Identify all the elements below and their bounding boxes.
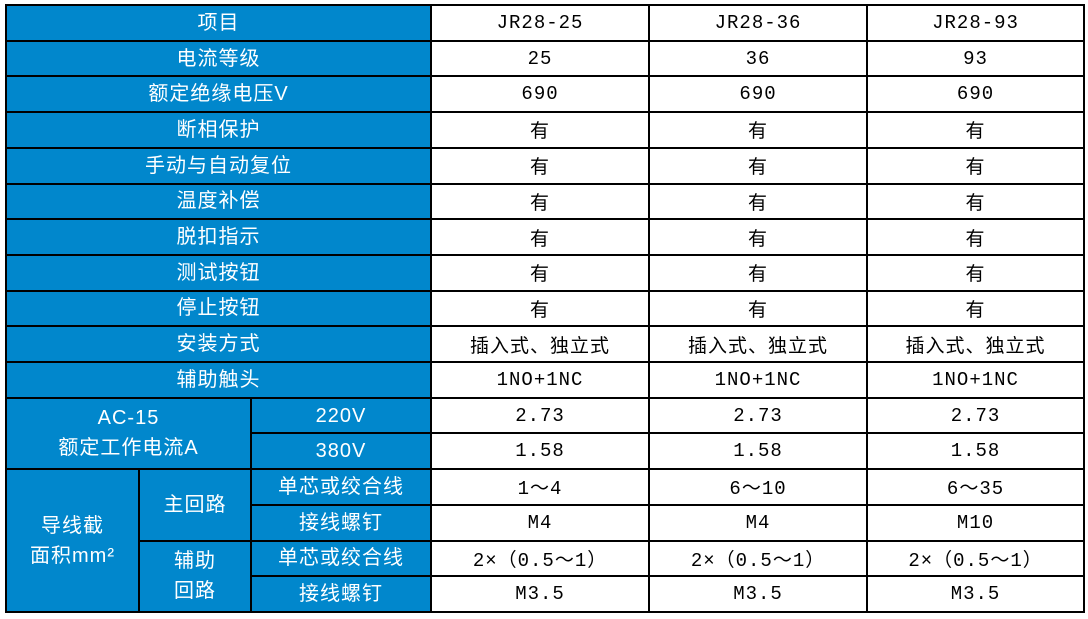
value-cell: 插入式、独立式	[866, 325, 1086, 364]
value-cell: 有	[866, 182, 1086, 221]
wire-label-line1: 导线截	[41, 514, 104, 537]
ac15-label-line2: 额定工作电流A	[58, 437, 199, 460]
value-cell: 有	[430, 111, 651, 149]
value-cell: M3.5	[648, 575, 869, 613]
value-cell: 690	[648, 75, 869, 114]
value-cell: 1NO+1NC	[648, 361, 869, 399]
value-cell: 2.73	[866, 396, 1086, 435]
value-cell: 2×（0.5～1）	[430, 539, 651, 578]
value-cell: 36	[648, 39, 869, 78]
aux-circuit-label-cell: 辅助 回路	[138, 539, 252, 614]
spec-row: 断相保护 有 有 有	[4, 111, 1086, 149]
value-cell: 有	[648, 111, 869, 149]
value-cell: M4	[648, 503, 869, 542]
row-label-cell: 温度补偿	[4, 182, 433, 221]
row-label-cell: 停止按钮	[4, 289, 433, 328]
value-cell: 有	[430, 289, 651, 328]
item-header-cell: 项目	[4, 4, 433, 42]
row-label-cell: 电流等级	[4, 39, 433, 78]
value-cell: 2.73	[648, 396, 869, 435]
row-label-cell: 辅助触头	[4, 361, 433, 399]
wire-label-line2: 面积mm²	[30, 544, 115, 567]
aux-circuit-line1: 辅助	[174, 550, 216, 573]
value-cell: 25	[430, 39, 651, 78]
aux-circuit-line2: 回路	[174, 580, 216, 603]
value-cell: 1NO+1NC	[430, 361, 651, 399]
value-cell: 有	[866, 289, 1086, 328]
value-cell: 有	[866, 253, 1086, 292]
value-cell: 有	[648, 289, 869, 328]
row-label-cell: 断相保护	[4, 111, 433, 149]
value-cell: 有	[866, 218, 1086, 256]
model-header-cell: JR28-36	[648, 4, 869, 42]
wire-row: 接线螺钉 M4 M4 M10	[6, 503, 1086, 542]
spec-row: 测试按钮 有 有 有	[4, 253, 1086, 292]
wire-kind-label-cell: 单芯或绞合线	[249, 468, 433, 506]
value-cell: 1～4	[430, 468, 651, 506]
main-circuit-label-cell: 主回路	[138, 468, 252, 542]
ac15-group-label-cell: AC-15 额定工作电流A	[5, 396, 252, 471]
spec-row: 额定绝缘电压V 690 690 690	[4, 75, 1086, 114]
value-cell: 2×（0.5～1）	[866, 539, 1086, 578]
wire-row: 辅助 回路 单芯或绞合线 2×（0.5～1） 2×（0.5～1） 2×（0.5～…	[6, 539, 1086, 614]
value-cell: 93	[866, 39, 1086, 78]
spec-row: 电流等级 25 36 93	[4, 39, 1086, 78]
value-cell: 有	[430, 253, 651, 292]
value-cell: 有	[648, 253, 869, 292]
row-label-cell: 安装方式	[4, 325, 433, 364]
value-cell: 有	[648, 182, 869, 221]
spec-row: 脱扣指示 有 有 有	[4, 218, 1086, 256]
value-cell: 6～35	[866, 468, 1086, 506]
value-cell: 有	[866, 111, 1086, 149]
value-cell: 有	[648, 146, 869, 185]
value-cell: 有	[430, 182, 651, 221]
value-cell: M10	[866, 503, 1086, 542]
voltage-label-cell: 380V	[249, 432, 433, 471]
value-cell: 690	[430, 75, 651, 114]
wire-kind-label-cell: 接线螺钉	[249, 575, 433, 613]
row-label-cell: 脱扣指示	[4, 218, 433, 256]
value-cell: M3.5	[866, 575, 1086, 613]
ac15-row: AC-15 额定工作电流A 220V 2.73 2.73 2.73	[5, 396, 1086, 471]
value-cell: 有	[430, 218, 651, 256]
header-row: 项目 JR28-25 JR28-36 JR28-93	[4, 4, 1086, 42]
value-cell: 6～10	[648, 468, 869, 506]
wire-kind-label-cell: 单芯或绞合线	[249, 539, 433, 578]
value-cell: 有	[430, 146, 651, 185]
value-cell: 有	[866, 146, 1086, 185]
wire-row: 接线螺钉 M3.5 M3.5 M3.5	[6, 575, 1086, 613]
value-cell: 有	[648, 218, 869, 256]
value-cell: 1.58	[866, 432, 1086, 471]
spec-row: 停止按钮 有 有 有	[4, 289, 1086, 328]
spec-row: 安装方式 插入式、独立式 插入式、独立式 插入式、独立式	[4, 325, 1086, 364]
spec-row: 辅助触头 1NO+1NC 1NO+1NC 1NO+1NC	[4, 361, 1086, 399]
value-cell: M4	[430, 503, 651, 542]
value-cell: M3.5	[430, 575, 651, 613]
value-cell: 1.58	[648, 432, 869, 471]
wire-row: 导线截 面积mm² 主回路 单芯或绞合线 1～4 6～10 6～35	[5, 468, 1086, 613]
spec-table: 项目 JR28-25 JR28-36 JR28-93 电流等级 25 36 93…	[4, 4, 1086, 614]
voltage-label-cell: 220V	[249, 396, 433, 435]
value-cell: 2×（0.5～1）	[648, 539, 869, 578]
spec-row: 手动与自动复位 有 有 有	[4, 146, 1086, 185]
row-label-cell: 测试按钮	[4, 253, 433, 292]
ac15-label-line1: AC-15	[97, 407, 160, 430]
value-cell: 插入式、独立式	[430, 325, 651, 364]
model-header-cell: JR28-93	[866, 4, 1086, 42]
wire-kind-label-cell: 接线螺钉	[249, 503, 433, 542]
row-label-cell: 手动与自动复位	[4, 146, 433, 185]
value-cell: 1NO+1NC	[866, 361, 1086, 399]
ac15-row: 380V 1.58 1.58 1.58	[6, 432, 1086, 471]
value-cell: 1.58	[430, 432, 651, 471]
row-label-cell: 额定绝缘电压V	[4, 75, 433, 114]
spec-row: 温度补偿 有 有 有	[4, 182, 1086, 221]
value-cell: 690	[866, 75, 1086, 114]
value-cell: 2.73	[430, 396, 651, 435]
model-header-cell: JR28-25	[430, 4, 651, 42]
wire-section-label-cell: 导线截 面积mm²	[5, 468, 140, 613]
value-cell: 插入式、独立式	[648, 325, 869, 364]
